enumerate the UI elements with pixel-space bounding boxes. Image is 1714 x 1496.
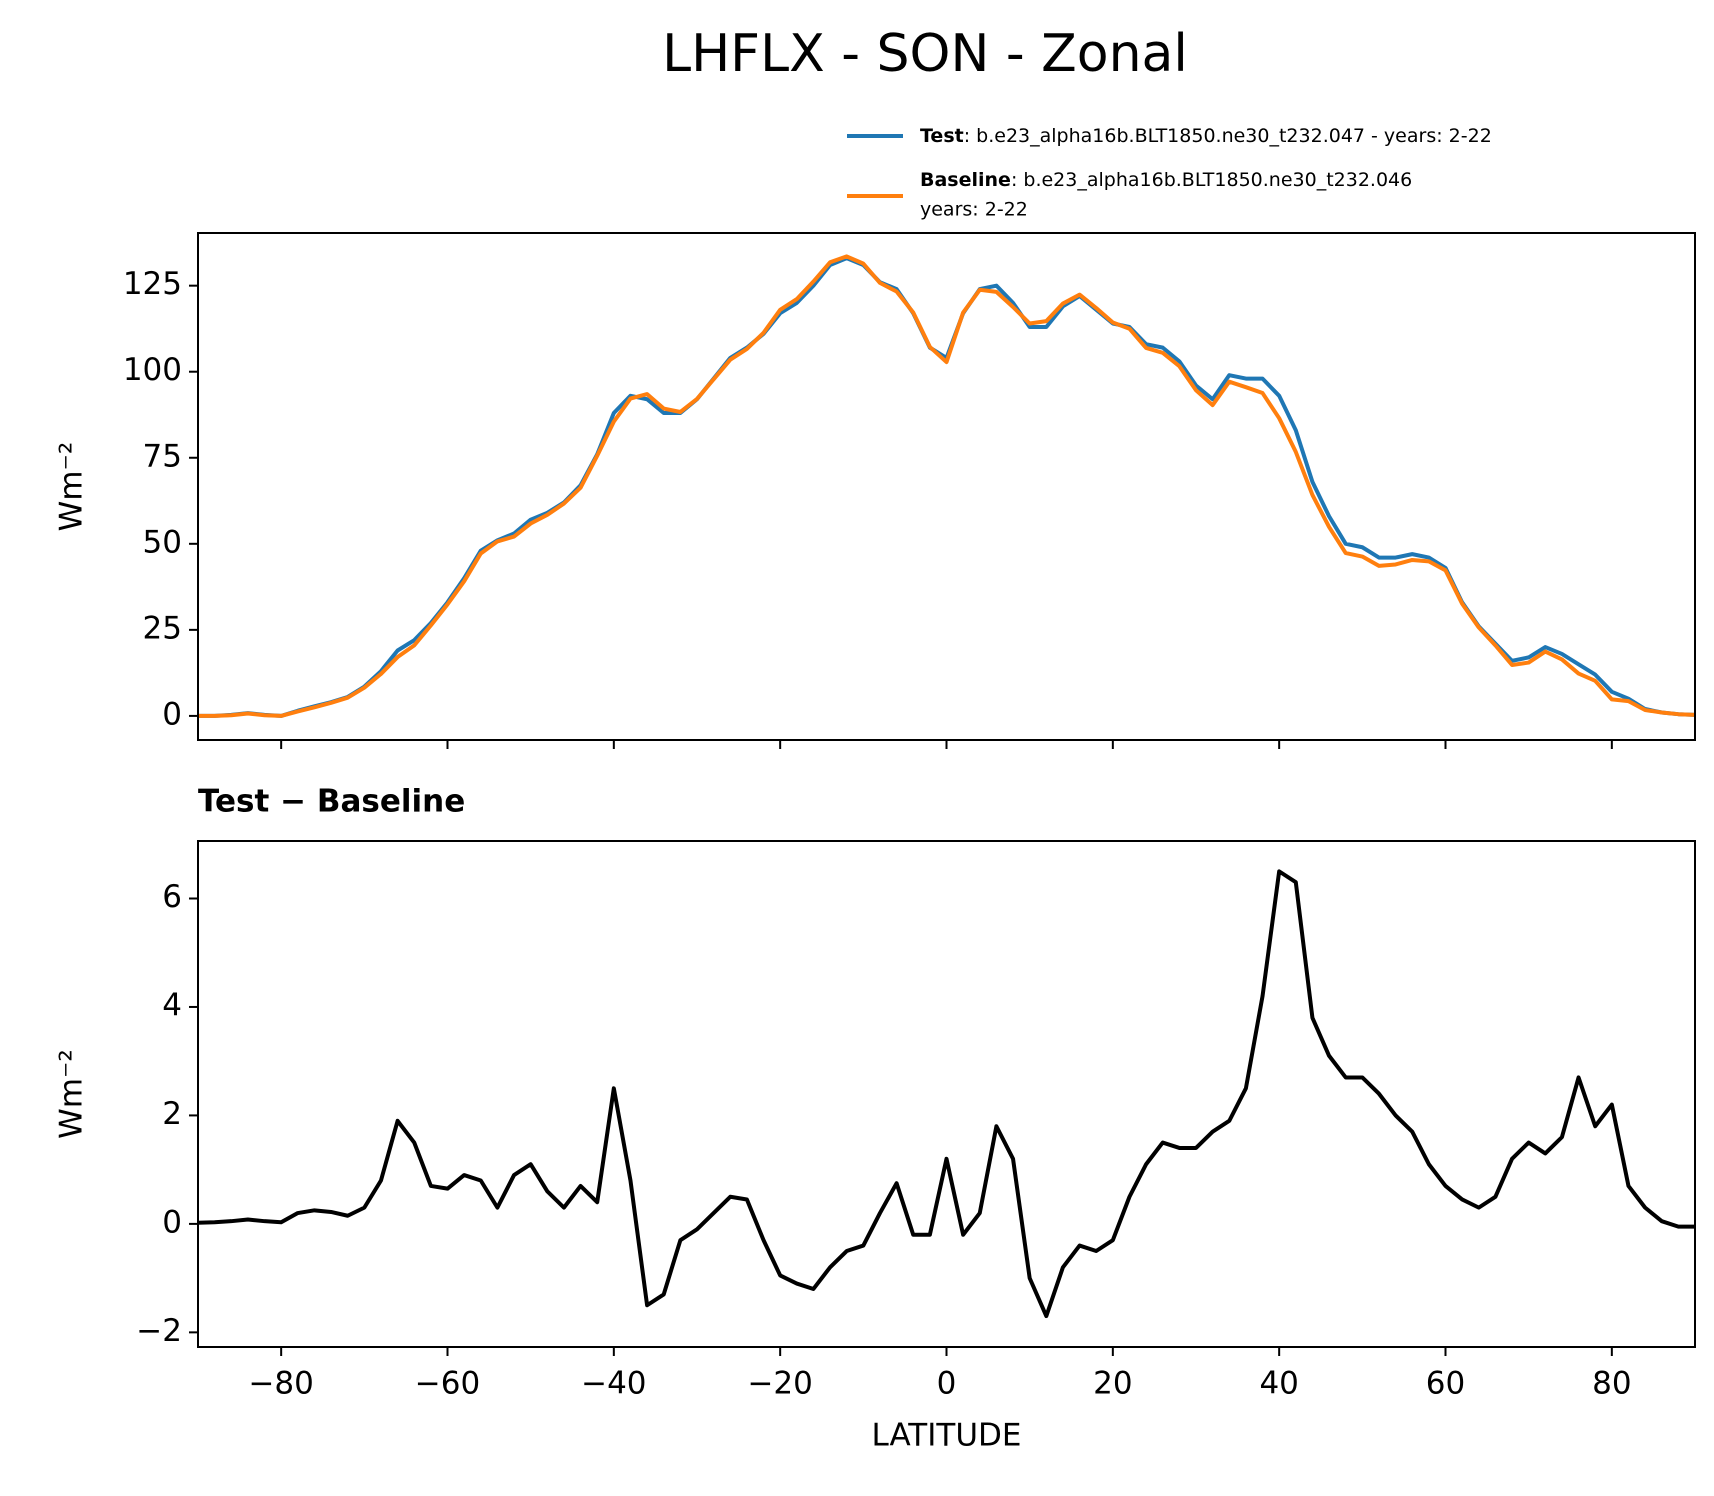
x-tick-label: 80: [1592, 1366, 1631, 1402]
y-tick-label: 75: [143, 438, 182, 474]
y-tick-label: 50: [143, 524, 182, 560]
x-tick-label: 60: [1426, 1366, 1465, 1402]
y-tick-label: −2: [136, 1313, 182, 1349]
x-tick-label: 40: [1259, 1366, 1298, 1402]
data-line: [198, 256, 1696, 718]
legend-entry: Test: b.e23_alpha16b.BLT1850.ne30_t232.0…: [920, 125, 1492, 147]
y-tick-label: 125: [123, 266, 182, 302]
y-tick-label: 0: [162, 1204, 182, 1240]
figure-title: LHFLX - SON - Zonal: [662, 24, 1188, 84]
x-tick-label: −20: [747, 1366, 812, 1402]
data-line: [197, 869, 1695, 1319]
data-line: [198, 254, 1696, 718]
x-tick-label: −40: [581, 1366, 646, 1402]
x-tick-label: 0: [937, 1366, 957, 1402]
y-axis-label: Wm⁻²: [54, 442, 90, 532]
y-axis-label: Wm⁻²: [54, 1049, 90, 1139]
y-tick-label: 2: [162, 1096, 182, 1132]
x-axis-label: LATITUDE: [872, 1418, 1022, 1454]
legend-text: : b.e23_alpha16b.BLT1850.ne30_t232.047 -…: [964, 125, 1492, 147]
y-tick-label: 0: [162, 696, 182, 732]
subplot-title: Test − Baseline: [198, 784, 465, 820]
x-tick-label: 20: [1093, 1366, 1132, 1402]
legend-entry: Baseline: b.e23_alpha16b.BLT1850.ne30_t2…: [920, 169, 1412, 191]
y-tick-label: 25: [143, 610, 182, 646]
legend-name: Test: [920, 125, 964, 147]
plot-frame: [197, 840, 1696, 1348]
plot-frame: [197, 232, 1696, 741]
x-tick-label: −80: [248, 1366, 313, 1402]
x-tick-label: −60: [415, 1366, 480, 1402]
y-tick-label: 100: [123, 352, 182, 388]
legend-name: Baseline: [920, 169, 1011, 191]
legend-text: years: 2-22: [920, 199, 1028, 221]
y-tick-label: 4: [162, 987, 182, 1023]
legend-text: : b.e23_alpha16b.BLT1850.ne30_t232.046: [1011, 169, 1412, 191]
y-tick-label: 6: [162, 879, 182, 915]
